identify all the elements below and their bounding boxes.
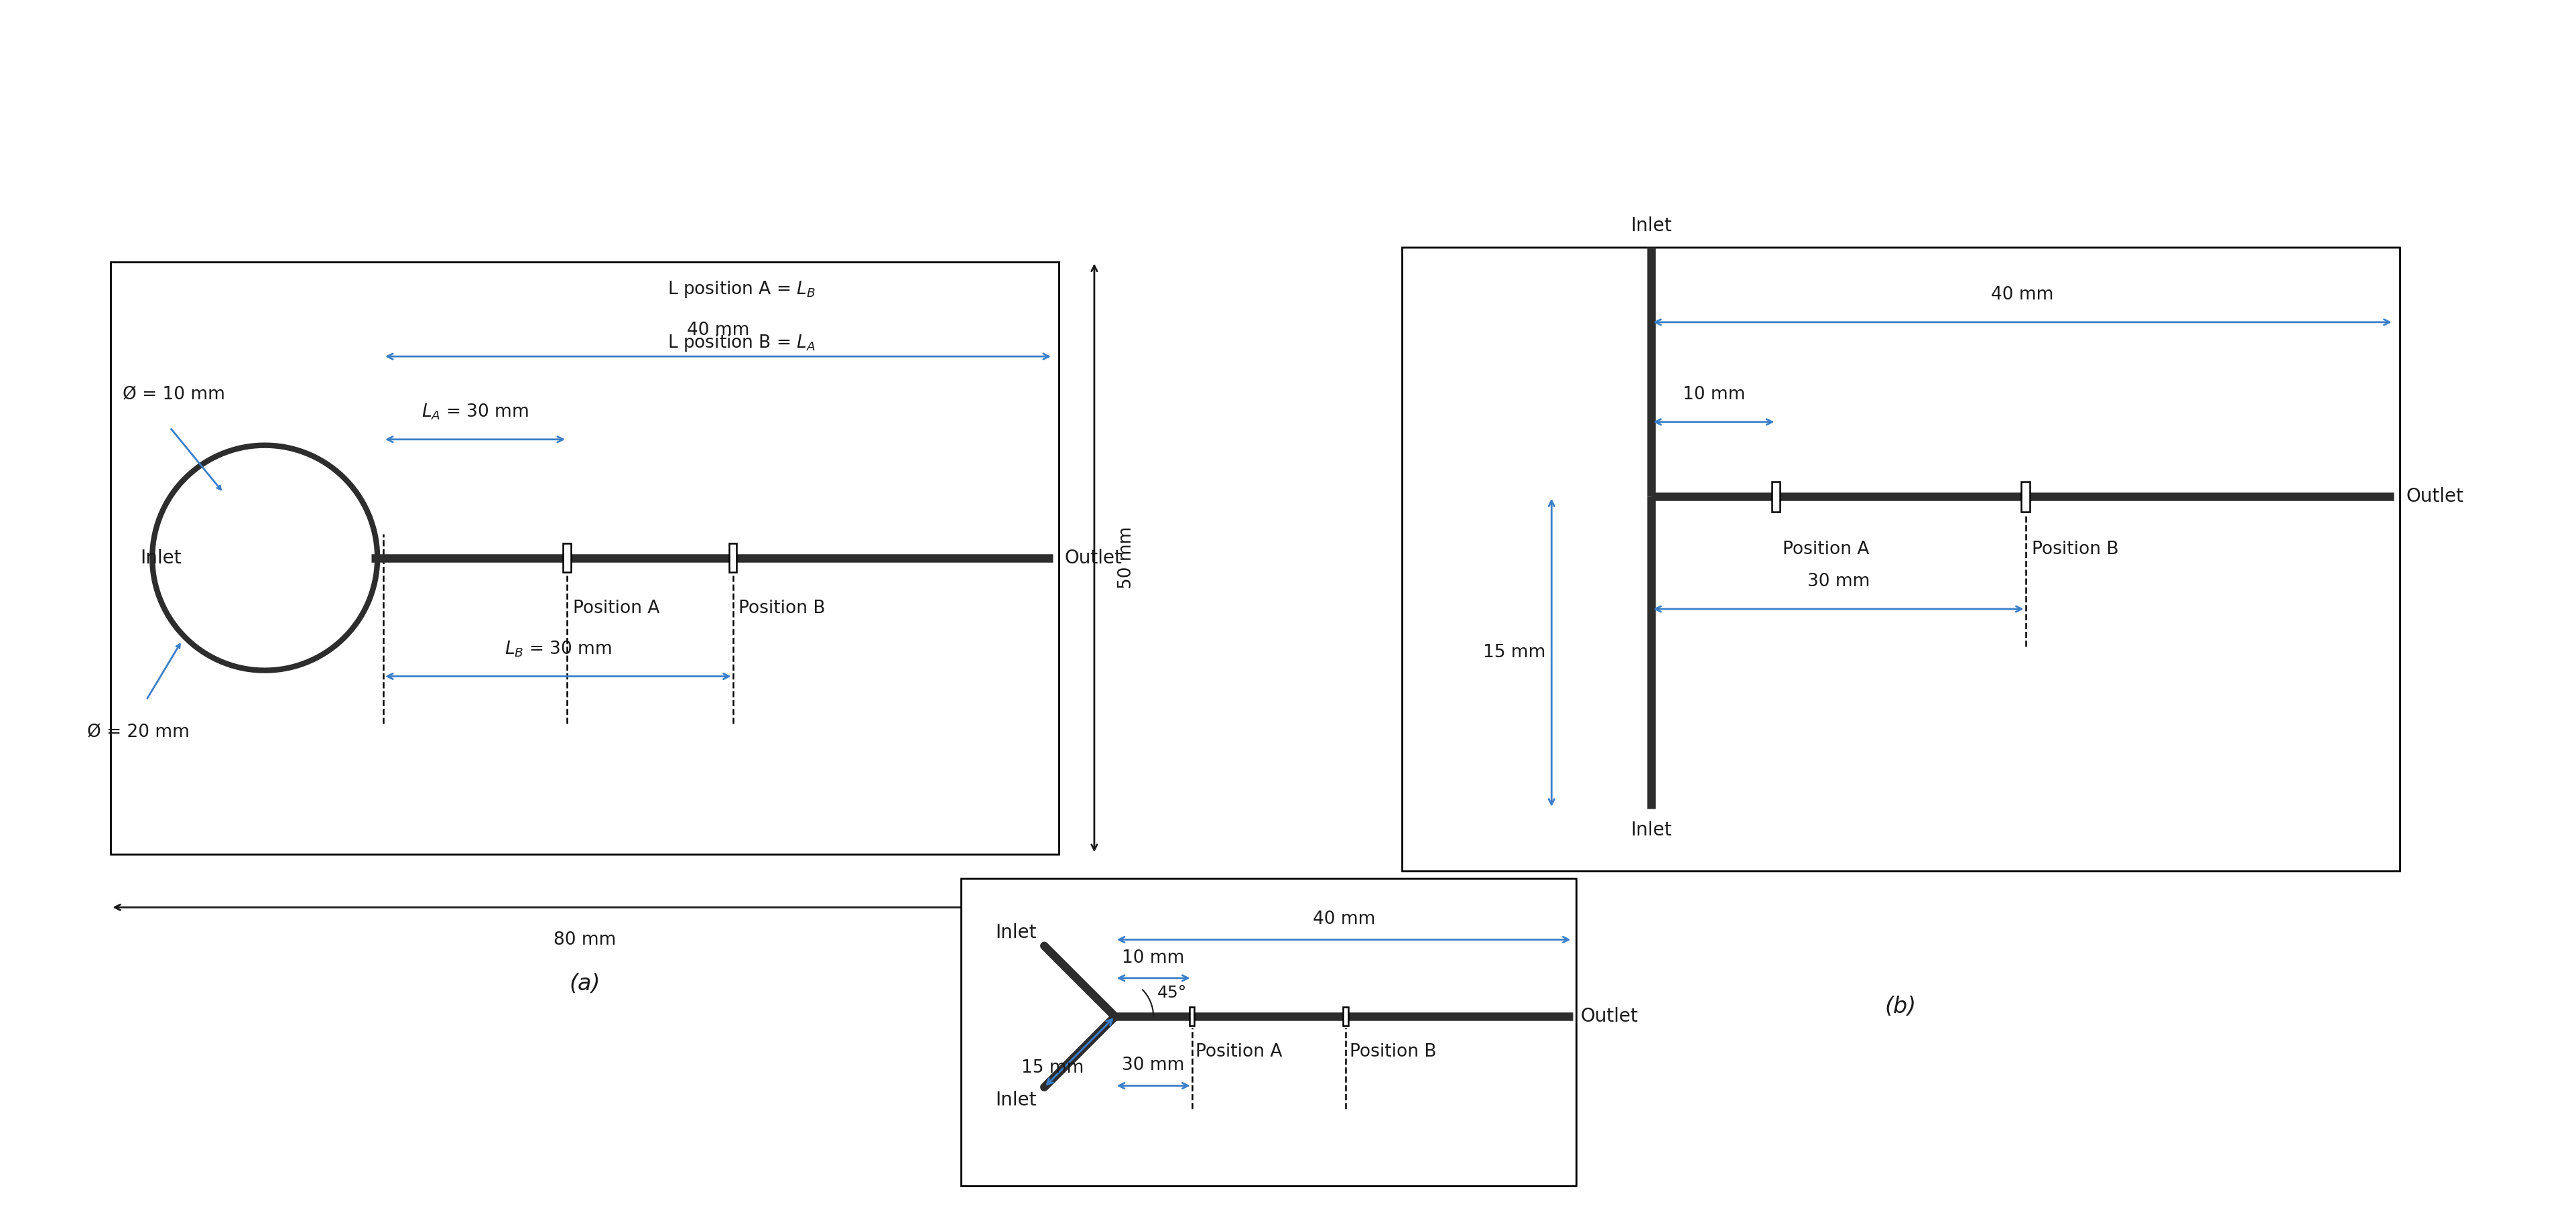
Text: 40 mm: 40 mm	[1311, 910, 1376, 927]
Text: (a): (a)	[569, 972, 600, 994]
Text: Inlet: Inlet	[1631, 821, 1672, 840]
Text: Inlet: Inlet	[1631, 216, 1672, 234]
Text: Position B: Position B	[1350, 1043, 1437, 1061]
Text: 10 mm: 10 mm	[1123, 949, 1185, 966]
Text: 15 mm: 15 mm	[1484, 643, 1546, 662]
FancyBboxPatch shape	[1342, 1008, 1347, 1026]
Text: $L_B$ = 30 mm: $L_B$ = 30 mm	[505, 640, 611, 658]
Text: 40 mm: 40 mm	[688, 322, 750, 339]
Text: 30 mm: 30 mm	[1808, 573, 1870, 590]
FancyBboxPatch shape	[564, 544, 572, 572]
Text: Ø = 10 mm: Ø = 10 mm	[124, 386, 224, 404]
FancyBboxPatch shape	[111, 262, 1059, 853]
Text: L position B = $L_A$: L position B = $L_A$	[667, 333, 817, 353]
Text: Inlet: Inlet	[994, 923, 1036, 942]
FancyBboxPatch shape	[2022, 482, 2030, 512]
FancyBboxPatch shape	[1772, 482, 1780, 512]
Text: Outlet: Outlet	[1579, 1008, 1638, 1026]
Text: L position A = $L_B$: L position A = $L_B$	[667, 279, 817, 300]
Text: 50 mm: 50 mm	[1118, 527, 1136, 589]
FancyBboxPatch shape	[1190, 1008, 1195, 1026]
Text: Inlet: Inlet	[142, 549, 180, 567]
Text: 80 mm: 80 mm	[554, 931, 616, 948]
Text: Position A: Position A	[1783, 540, 1870, 557]
Text: Position B: Position B	[2032, 540, 2117, 557]
Text: 10 mm: 10 mm	[1682, 386, 1744, 403]
Text: Outlet: Outlet	[1064, 549, 1123, 567]
Text: 30 mm: 30 mm	[1123, 1056, 1185, 1074]
Text: 45°: 45°	[1157, 985, 1188, 1002]
FancyBboxPatch shape	[1401, 248, 2401, 870]
Text: 40 mm: 40 mm	[1991, 287, 2053, 304]
Text: 15 mm: 15 mm	[1023, 1060, 1084, 1077]
Text: Position A: Position A	[572, 600, 659, 617]
FancyBboxPatch shape	[729, 544, 737, 572]
Text: Outlet: Outlet	[2406, 487, 2463, 506]
Text: (b): (b)	[1886, 995, 1917, 1017]
Text: Inlet: Inlet	[994, 1091, 1036, 1110]
Text: $L_A$ = 30 mm: $L_A$ = 30 mm	[422, 403, 528, 421]
Text: Position B: Position B	[739, 600, 824, 617]
Text: Ø = 20 mm: Ø = 20 mm	[88, 724, 191, 741]
Text: Position A: Position A	[1195, 1043, 1283, 1061]
FancyBboxPatch shape	[961, 878, 1577, 1186]
